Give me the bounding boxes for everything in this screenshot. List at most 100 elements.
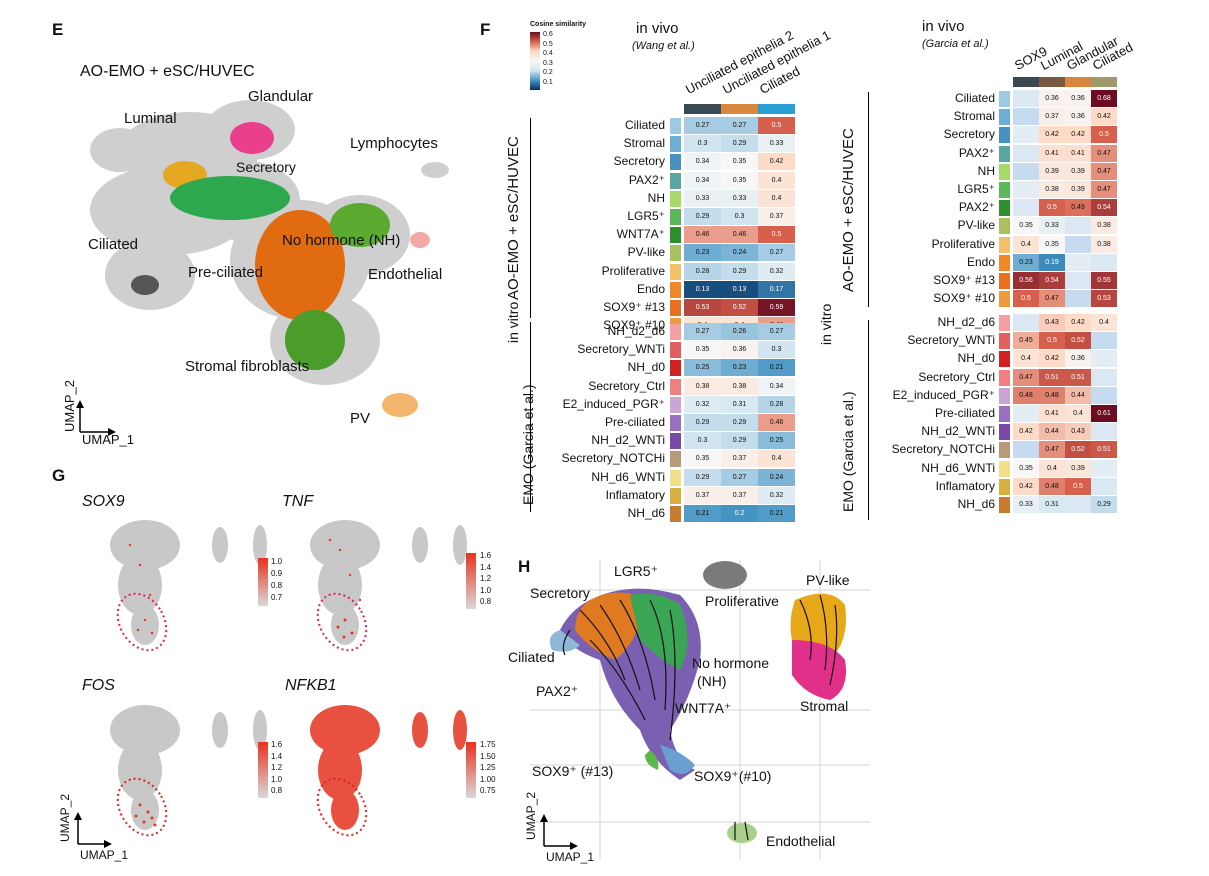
heatmap-cell: 0.19 — [1039, 253, 1065, 271]
heatmap-cell: 0.32 — [684, 395, 721, 413]
row-color-swatch — [999, 254, 1010, 271]
heatmap-cell — [1013, 405, 1039, 422]
label-nh: No hormone (NH) — [282, 232, 401, 249]
panel-letter-f: F — [480, 20, 491, 39]
heatmap-cell: 0.41 — [1039, 144, 1065, 162]
row-color-swatch — [670, 281, 681, 298]
heatmap-cell: 0.39 — [1065, 181, 1091, 198]
scale-tick: 0.8 — [271, 581, 283, 590]
label-secretory: Secretory — [236, 159, 296, 175]
heatmap-cell — [1091, 386, 1117, 404]
umap-nfkb1 — [310, 705, 467, 837]
heatmap-cell: 0.48 — [1013, 386, 1039, 404]
left-group2: EMO (Garcia et al.) — [520, 384, 536, 505]
row-color-swatch — [670, 136, 681, 153]
heatmap-cell: 0.27 — [684, 323, 721, 340]
heatmap-cell: 0.52 — [1065, 441, 1091, 459]
heatmap-cell — [1091, 350, 1117, 368]
panel-letter-g: G — [52, 466, 66, 485]
heatmap-cell — [1013, 441, 1039, 459]
row-color-swatch — [670, 487, 681, 504]
heatmap-cell: 0.5 — [1091, 126, 1117, 144]
heatmap-row-label: NH — [647, 190, 665, 205]
heatmap-cell: 0.29 — [684, 468, 721, 486]
heatmap-row-label: Secretory_WNTi — [577, 342, 665, 357]
heatmap-cell — [1065, 217, 1091, 235]
heatmap-cell: 0.68 — [1091, 90, 1117, 107]
row-color-swatch — [999, 145, 1010, 162]
pv-cluster — [382, 393, 418, 417]
heatmap-cell: 0.31 — [721, 395, 758, 413]
heatmap-cell: 0.4 — [1039, 459, 1065, 477]
h-label-sox9-13: SOX9⁺ (#13) — [532, 763, 614, 779]
heatmap-cell: 0.36 — [1065, 90, 1091, 107]
heatmap-cell — [1013, 126, 1039, 144]
scale-tick: 1.6 — [271, 740, 283, 749]
heatmap-cell: 0.36 — [1065, 108, 1091, 126]
heatmap-cell: 0.61 — [1091, 405, 1117, 422]
umap-h-axes — [540, 814, 578, 850]
g-axis-x: UMAP_1 — [80, 848, 129, 862]
row-color-swatch — [999, 478, 1010, 495]
heatmap-row-label: SOX9⁺ #10 — [933, 291, 995, 306]
heatmap-cell: 0.39 — [1065, 459, 1091, 477]
heatmap-cell: 0.47 — [1091, 144, 1117, 162]
heatmap-cell: 0.46 — [721, 226, 758, 244]
e-axis-y: UMAP_2 — [62, 379, 77, 432]
row-color-swatch — [999, 127, 1010, 144]
row-color-swatch — [999, 497, 1010, 513]
heatmap-cell: 0.38 — [1091, 235, 1117, 253]
heatmap-cell — [1013, 108, 1039, 126]
gene-nfkb1: NFKB1 — [285, 677, 337, 694]
scale-tick: 1.00 — [480, 774, 496, 784]
heatmap-cell: 0.37 — [1039, 108, 1065, 126]
heatmap-row-label: NH_d0 — [627, 360, 665, 375]
heatmap-cell: 0.25 — [758, 432, 795, 450]
row-color-swatch — [999, 163, 1010, 180]
heatmap-cell: 0.35 — [684, 450, 721, 468]
heatmap-cell — [1091, 368, 1117, 386]
heatmap-cell: 0.33 — [758, 135, 795, 153]
heatmap-cell: 0.13 — [721, 280, 758, 298]
heatmap-cell: 0.38 — [1039, 181, 1065, 198]
row-color-swatch — [670, 245, 681, 262]
heatmap-row-label: NH_d2_d6 — [607, 324, 665, 338]
heatmap-cell: 0.43 — [1039, 314, 1065, 331]
heatmap-cell: 0.28 — [684, 262, 721, 280]
heatmap-row-label: NH_d6_WNTi — [591, 469, 665, 484]
row-color-swatch — [670, 324, 681, 340]
scale-tick: 1.25 — [480, 763, 496, 772]
scale-tick: 1.2 — [271, 763, 283, 772]
nh-green-cluster — [330, 203, 390, 247]
heatmap-cell: 0.47 — [1039, 441, 1065, 459]
heatmap-cell: 0.3 — [721, 208, 758, 225]
e-axis-x: UMAP_1 — [82, 432, 135, 447]
heatmap-cell — [1065, 253, 1091, 271]
heatmap-row-label: WNT7A⁺ — [616, 227, 665, 242]
column-color-bar — [1013, 77, 1039, 87]
heatmap-row-label: Secretory_WNTi — [907, 333, 995, 348]
g-colorbar-1 — [258, 558, 268, 606]
heatmap-cell: 0.5 — [758, 117, 795, 134]
column-color-bar — [1091, 77, 1117, 87]
heatmap-cell: 0.5 — [1065, 477, 1091, 495]
row-color-swatch — [670, 469, 681, 486]
heatmap-cell: 0.33 — [1039, 217, 1065, 235]
heatmap-cell: 0.29 — [684, 208, 721, 225]
heatmap-cell: 0.27 — [721, 117, 758, 134]
row-color-swatch — [670, 415, 681, 431]
scale-tick: 0.8 — [271, 786, 283, 795]
heatmap-cell: 0.29 — [1091, 496, 1117, 513]
ciliated-cluster — [131, 275, 159, 295]
row-color-swatch — [670, 154, 681, 171]
scale-tick: 1.50 — [480, 751, 496, 761]
heatmap-cell: 0.54 — [1091, 199, 1117, 217]
heatmap-cell — [1013, 199, 1039, 217]
heatmap-cell: 0.49 — [1065, 199, 1091, 217]
row-color-swatch — [999, 460, 1010, 477]
column-color-bar — [758, 104, 795, 114]
heatmap-cell: 0.23 — [684, 244, 721, 262]
umap-e-axes — [76, 400, 116, 436]
nh-orange-cluster — [255, 210, 345, 320]
legend-tick: 0.3 — [543, 59, 553, 67]
